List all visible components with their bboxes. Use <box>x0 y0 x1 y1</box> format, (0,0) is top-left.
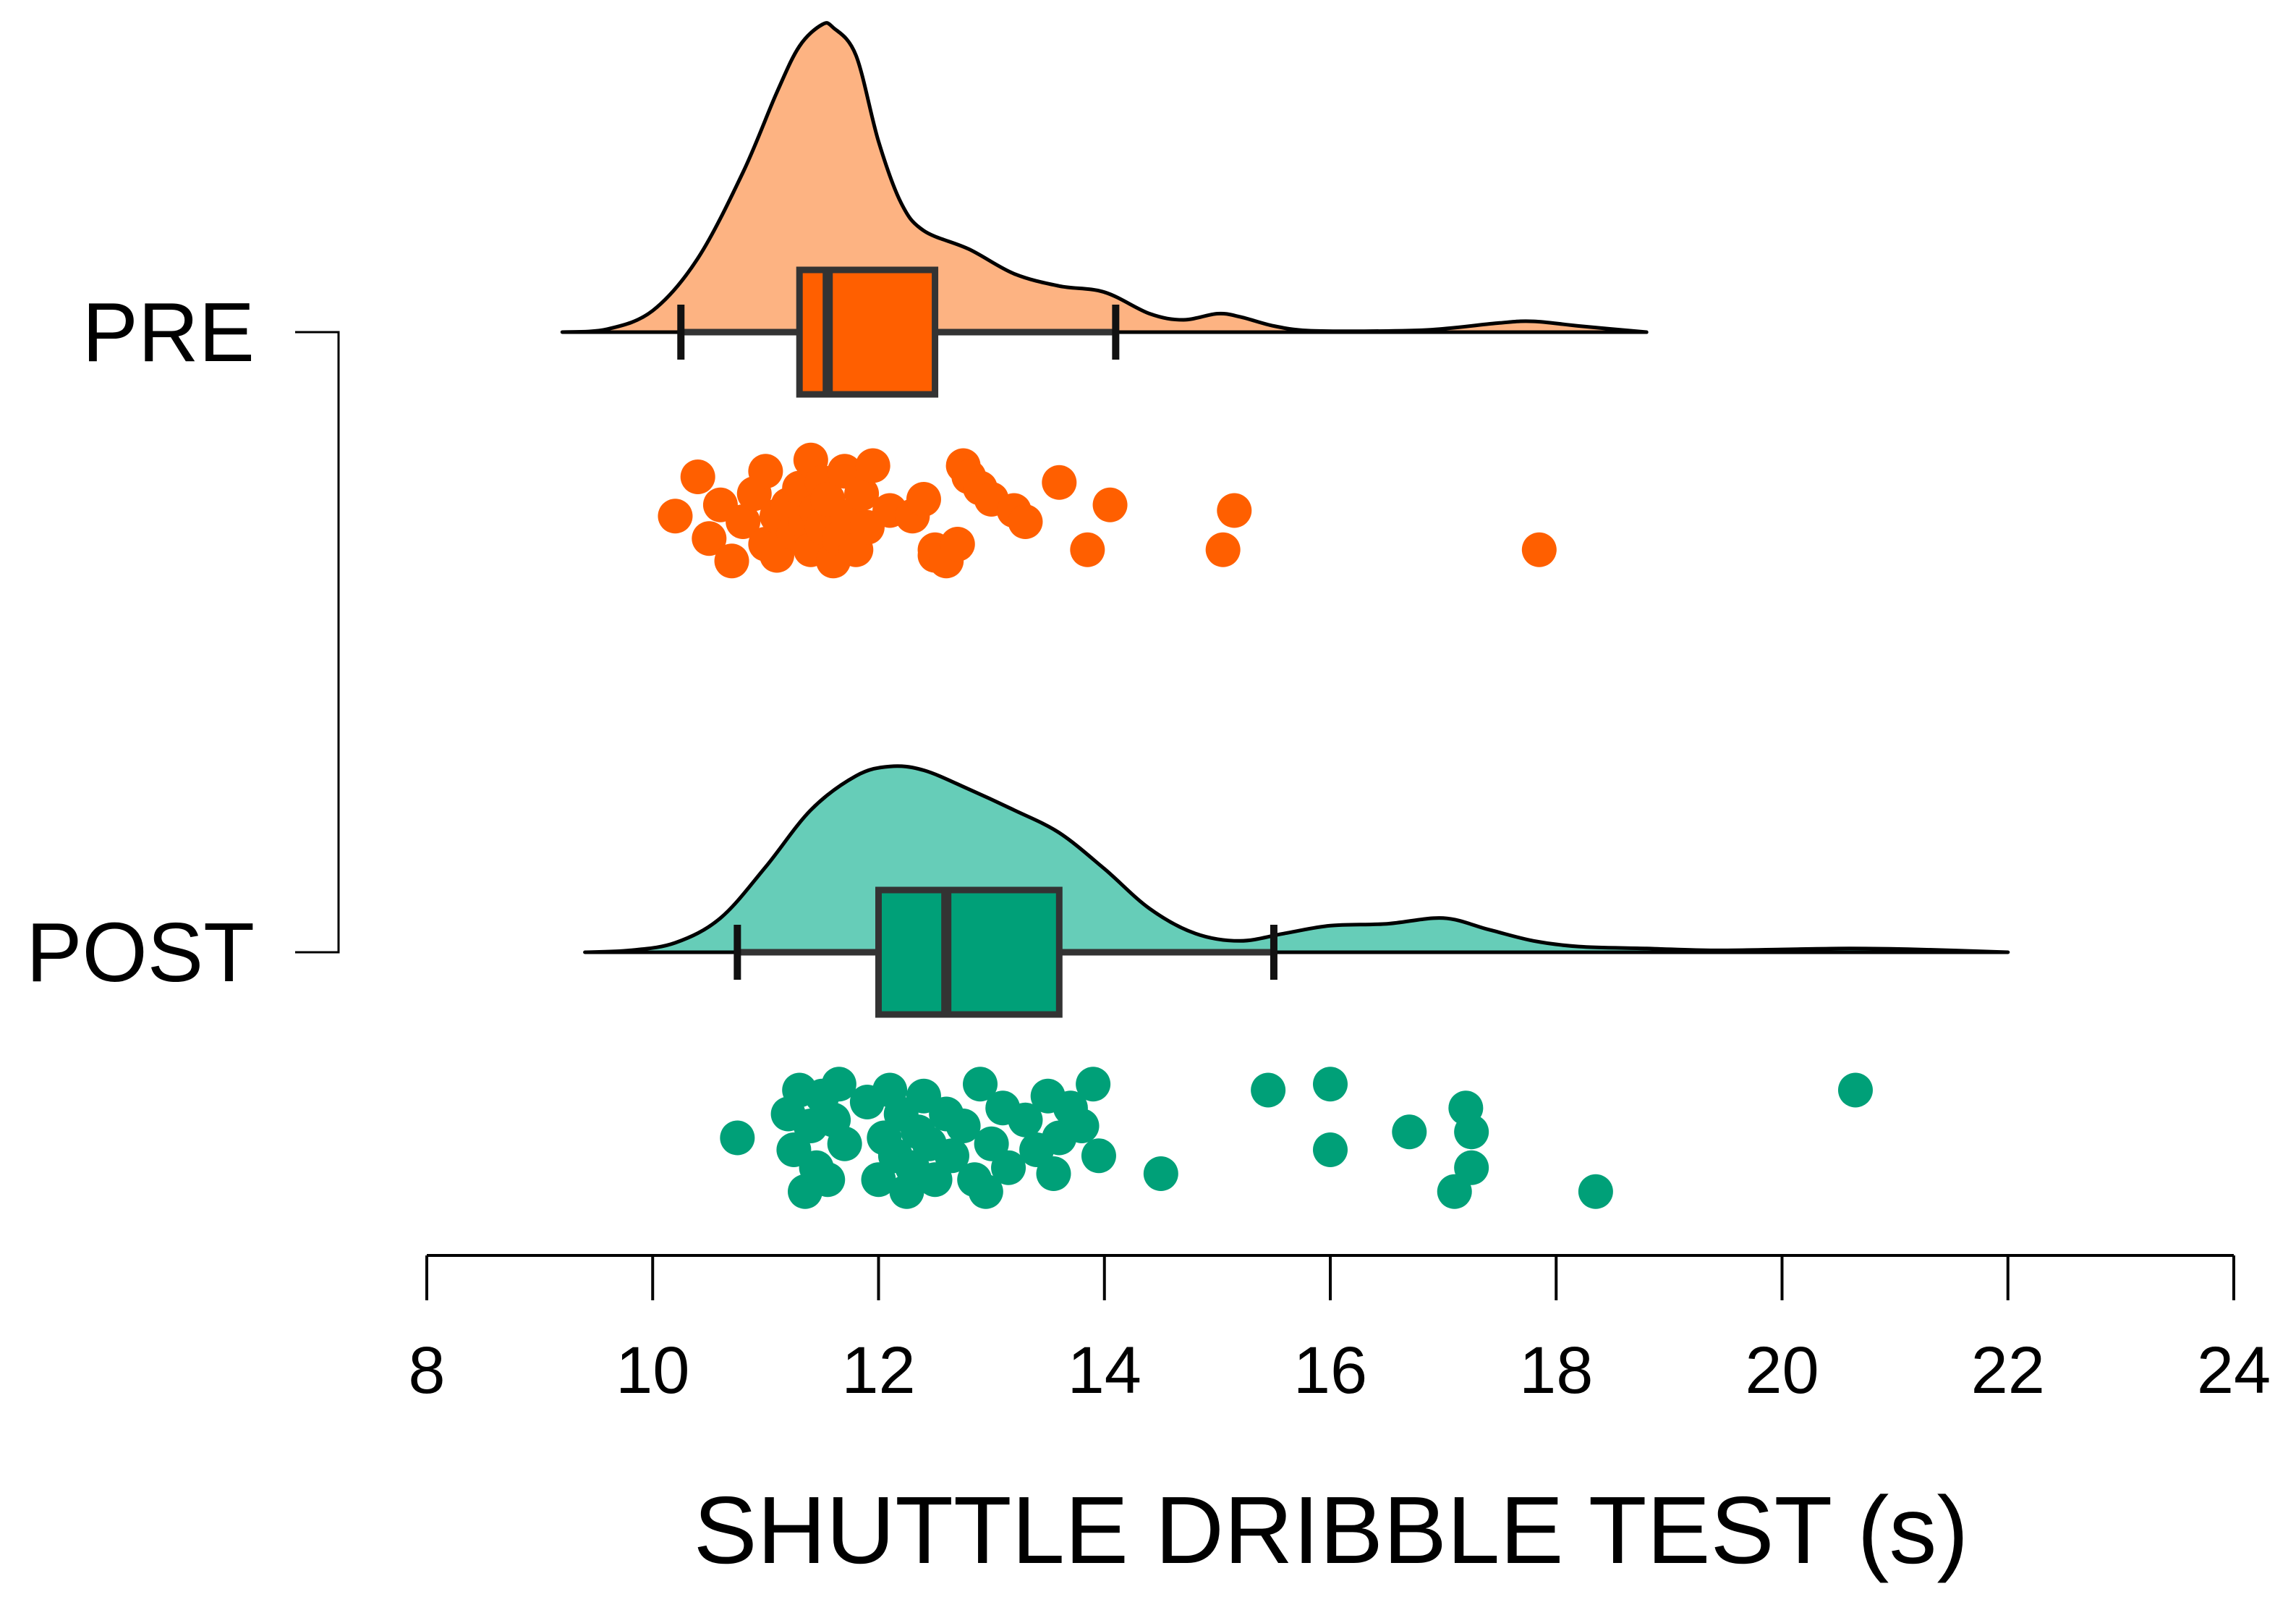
data-point-post <box>810 1162 846 1198</box>
points-post <box>720 1067 1873 1209</box>
data-point-post <box>821 1067 856 1102</box>
data-point-post <box>991 1150 1026 1185</box>
data-point-pre <box>1042 465 1077 500</box>
data-point-post <box>1392 1114 1427 1150</box>
data-point-pre <box>1205 532 1241 567</box>
data-point-pre <box>748 454 783 489</box>
data-point-post <box>1143 1156 1178 1191</box>
data-point-post <box>1064 1109 1100 1143</box>
boxplot-pre <box>677 266 1120 398</box>
group-bracket-line <box>295 331 340 954</box>
box-iqr-pre <box>796 266 939 398</box>
group-label-pre: PRE <box>82 285 255 379</box>
data-point-post <box>1313 1067 1348 1102</box>
data-point-pre <box>855 448 890 483</box>
data-point-pre <box>658 499 693 534</box>
x-tick-label: 10 <box>616 1334 689 1407</box>
boxplot-post <box>734 886 1277 1018</box>
data-point-post <box>1036 1156 1071 1191</box>
data-point-post <box>827 1126 862 1161</box>
data-point-post <box>1251 1072 1286 1108</box>
x-tick-label: 14 <box>1068 1334 1141 1407</box>
data-point-post <box>1313 1132 1348 1167</box>
data-point-pre <box>726 504 761 539</box>
data-point-pre <box>1521 532 1557 567</box>
data-point-pre <box>906 482 941 517</box>
density-clouds <box>560 21 2010 954</box>
data-point-pre <box>1217 493 1252 528</box>
data-point-post <box>1837 1072 1873 1108</box>
data-points <box>658 442 1873 1209</box>
data-point-pre <box>1092 487 1128 522</box>
data-point-pre <box>714 543 749 579</box>
data-point-post <box>1008 1102 1043 1137</box>
x-tick-label: 22 <box>1971 1334 2045 1407</box>
x-axis: 8 10 12 14 16 18 20 22 24 <box>408 1254 2271 1407</box>
data-point-pre <box>1008 504 1043 539</box>
data-point-post <box>1454 1114 1489 1150</box>
data-point-post <box>1454 1150 1489 1185</box>
data-point-pre <box>680 459 715 494</box>
boxplots <box>677 266 1277 1018</box>
data-point-pre <box>692 521 727 556</box>
group-bracket <box>295 331 340 954</box>
x-tick-label: 8 <box>408 1334 445 1407</box>
points-pre <box>658 442 1557 579</box>
data-point-pre <box>940 527 975 562</box>
group-label-post: POST <box>26 905 255 999</box>
box-iqr-post <box>875 886 1063 1018</box>
data-point-post <box>934 1138 969 1174</box>
x-tick-label: 18 <box>1519 1334 1593 1407</box>
x-tick-label: 16 <box>1293 1334 1367 1407</box>
group-labels: PRE POST <box>26 285 255 999</box>
density-cloud-post <box>583 764 2010 954</box>
x-axis-title: SHUTTLE DRIBBLE TEST (s) <box>694 1477 1969 1583</box>
data-point-post <box>720 1120 755 1156</box>
data-point-post <box>1081 1138 1116 1174</box>
x-tick-label: 12 <box>841 1334 915 1407</box>
data-point-post <box>1578 1174 1613 1209</box>
data-point-post <box>945 1109 981 1143</box>
data-point-pre <box>844 476 880 512</box>
data-point-post <box>968 1174 1003 1209</box>
x-tick-label: 24 <box>2197 1334 2271 1407</box>
data-point-pre <box>1070 532 1105 567</box>
x-tick-label: 20 <box>1745 1334 1819 1407</box>
data-point-post <box>963 1067 998 1102</box>
data-point-post <box>1076 1067 1111 1102</box>
density-cloud-pre <box>560 21 1649 334</box>
